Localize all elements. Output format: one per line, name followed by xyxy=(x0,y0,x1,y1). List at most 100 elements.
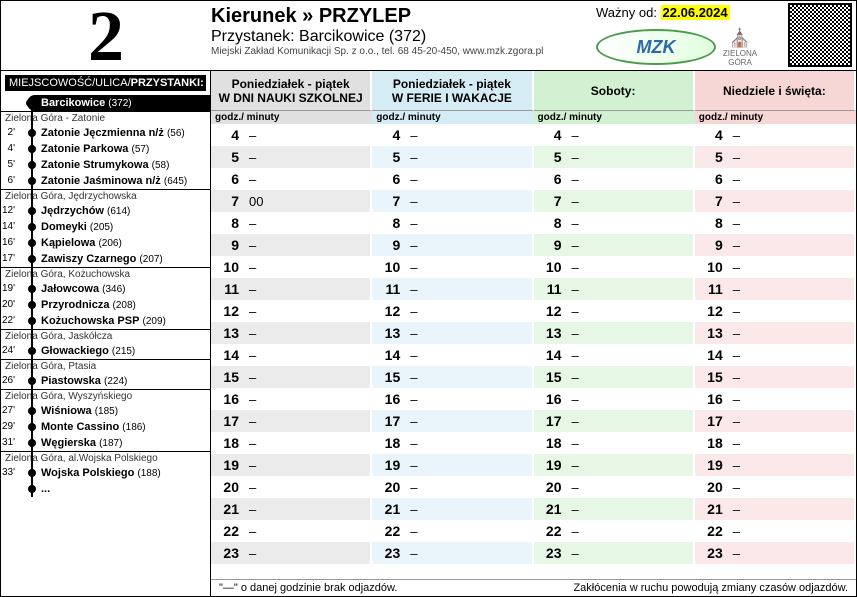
stop-label: Wojska Polskiego (188) xyxy=(29,467,161,479)
body: MIEJSCOWOŚĆ/ULICA/PRZYSTANKI: Barcikowic… xyxy=(1,71,856,596)
hour-cell: 20 xyxy=(372,479,406,495)
column-header: Poniedziałek - piątekW DNI NAUKI SZKOLNE… xyxy=(211,71,372,111)
time-row: 6– xyxy=(372,168,533,190)
minutes-cell: – xyxy=(245,172,370,187)
minutes-cell: – xyxy=(729,238,854,253)
hour-cell: 4 xyxy=(695,127,729,143)
column-header: Niedziele i święta: xyxy=(695,71,856,111)
header-right: Ważny od: 22.06.2024 MZK ⛪ ZIELONA GÓRA xyxy=(596,1,856,70)
minutes-cell: – xyxy=(729,436,854,451)
column-subheader: godz./ minuty xyxy=(372,111,533,124)
stops-header: MIEJSCOWOŚĆ/ULICA/PRZYSTANKI: xyxy=(5,75,206,91)
time-row: 11– xyxy=(372,278,533,300)
time-row: 21– xyxy=(534,498,695,520)
stop-dot-icon xyxy=(28,129,36,137)
hour-cell: 6 xyxy=(695,171,729,187)
time-row: 13– xyxy=(211,322,372,344)
time-row: 15– xyxy=(372,366,533,388)
time-columns: Poniedziałek - piątekW DNI NAUKI SZKOLNE… xyxy=(211,71,856,579)
minutes-cell: – xyxy=(245,502,370,517)
minutes-cell: – xyxy=(568,260,693,275)
hour-cell: 23 xyxy=(695,545,729,561)
stop-label: Monte Cassino (186) xyxy=(29,421,146,433)
stop-label: Piastowska (224) xyxy=(29,375,127,387)
minutes-cell: – xyxy=(729,216,854,231)
time-rows: 4–5–6–7–8–9–10–11–12–13–14–15–16–17–18–1… xyxy=(534,124,695,579)
time-row: 8– xyxy=(211,212,372,234)
minutes-cell: – xyxy=(406,480,531,495)
hour-cell: 17 xyxy=(534,413,568,429)
minutes-cell: – xyxy=(406,392,531,407)
time-row: 16– xyxy=(534,388,695,410)
minutes-cell: – xyxy=(406,194,531,209)
hour-cell: 12 xyxy=(534,303,568,319)
minutes-cell: – xyxy=(245,524,370,539)
stop-time: 14' xyxy=(1,219,15,235)
time-row: 5– xyxy=(695,146,856,168)
time-row: 6– xyxy=(695,168,856,190)
time-row: 8– xyxy=(695,212,856,234)
hour-cell: 18 xyxy=(372,435,406,451)
stop-time: 20' xyxy=(1,297,15,313)
logo-text: MZK xyxy=(596,29,716,65)
stops-header-a: MIEJSCOWOŚĆ/ULICA/ xyxy=(9,77,131,89)
hour-cell: 11 xyxy=(695,281,729,297)
times-panel: Poniedziałek - piątekW DNI NAUKI SZKOLNE… xyxy=(211,71,856,596)
stop-row: 26'Piastowska (224) xyxy=(29,373,210,389)
hour-cell: 7 xyxy=(211,193,245,209)
time-row: 22– xyxy=(372,520,533,542)
minutes-cell: – xyxy=(406,150,531,165)
stop-time: 24' xyxy=(1,343,15,359)
minutes-cell: – xyxy=(729,480,854,495)
minutes-cell: – xyxy=(729,414,854,429)
time-row: 9– xyxy=(372,234,533,256)
minutes-cell: – xyxy=(568,458,693,473)
minutes-cell: – xyxy=(729,348,854,363)
minutes-cell: – xyxy=(568,216,693,231)
time-row: 7– xyxy=(372,190,533,212)
minutes-cell: – xyxy=(568,194,693,209)
time-row: 22– xyxy=(695,520,856,542)
time-row: 15– xyxy=(695,366,856,388)
time-row: 700 xyxy=(211,190,372,212)
minutes-cell: – xyxy=(729,370,854,385)
minutes-cell: – xyxy=(406,502,531,517)
hour-cell: 21 xyxy=(372,501,406,517)
minutes-cell: – xyxy=(406,128,531,143)
time-row: 12– xyxy=(534,300,695,322)
time-row: 4– xyxy=(534,124,695,146)
time-row: 4– xyxy=(372,124,533,146)
logo-city: ZIELONA GÓRA xyxy=(720,49,760,67)
hour-cell: 8 xyxy=(695,215,729,231)
stop-row: 16'Kąpielowa (206) xyxy=(29,235,210,251)
minutes-cell: – xyxy=(568,238,693,253)
time-row: 23– xyxy=(211,542,372,564)
stops-header-b: PRZYSTANKI: xyxy=(131,77,204,89)
hour-cell: 4 xyxy=(372,127,406,143)
stop-time: 26' xyxy=(1,373,15,389)
stop-dot-icon xyxy=(28,407,36,415)
column-header: Poniedziałek - piątekW FERIE I WAKACJE xyxy=(372,71,533,111)
time-row: 17– xyxy=(211,410,372,432)
time-row: 19– xyxy=(534,454,695,476)
hour-cell: 21 xyxy=(695,501,729,517)
time-row: 15– xyxy=(211,366,372,388)
column-header: Soboty: xyxy=(534,71,695,111)
minutes-cell: – xyxy=(245,348,370,363)
minutes-cell: – xyxy=(245,392,370,407)
hour-cell: 6 xyxy=(534,171,568,187)
time-row: 11– xyxy=(534,278,695,300)
hour-cell: 13 xyxy=(695,325,729,341)
minutes-cell: – xyxy=(406,326,531,341)
time-row: 5– xyxy=(534,146,695,168)
hour-cell: 20 xyxy=(695,479,729,495)
hour-cell: 4 xyxy=(211,127,245,143)
operator-logo: MZK ⛪ ZIELONA GÓRA xyxy=(596,27,776,67)
hour-cell: 15 xyxy=(211,369,245,385)
hour-cell: 19 xyxy=(534,457,568,473)
hour-cell: 16 xyxy=(372,391,406,407)
hour-cell: 9 xyxy=(534,237,568,253)
minutes-cell: – xyxy=(729,304,854,319)
hour-cell: 10 xyxy=(695,259,729,275)
minutes-cell: – xyxy=(406,524,531,539)
